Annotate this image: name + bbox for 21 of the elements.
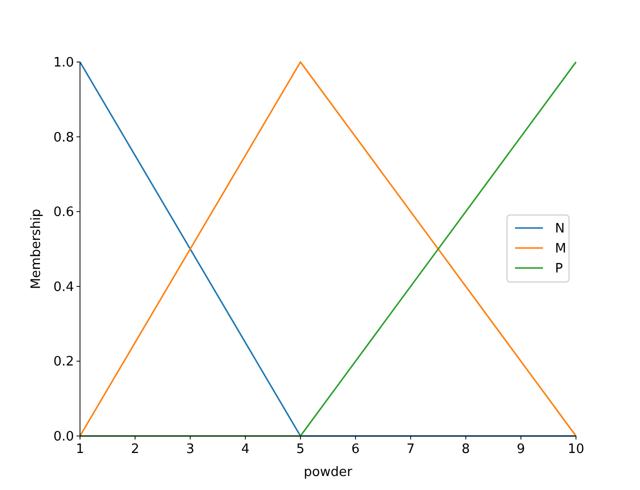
x-tick-label: 3 (186, 442, 194, 457)
x-tick-label: 2 (130, 442, 140, 457)
x-axis-title: powder (304, 465, 353, 480)
legend-label: P (555, 262, 563, 276)
y-tick-label: 1.0 (53, 56, 74, 70)
x-tick-label: 10 (568, 442, 584, 457)
y-tick-label: 0.8 (53, 130, 74, 146)
legend-label: M (555, 242, 566, 256)
y-tick-label: 0.4 (53, 280, 74, 295)
x-tick-label: 8 (462, 442, 470, 457)
x-tick-label: 1 (76, 442, 84, 457)
y-axis-title: Membership (29, 208, 44, 290)
legend-label: N (555, 222, 565, 236)
x-tick-label: 9 (516, 442, 526, 457)
y-tick-label: 0.2 (53, 354, 74, 370)
x-tick-label: 5 (296, 442, 305, 457)
x-tick-label: 4 (241, 442, 250, 457)
y-tick-label: 0.6 (53, 205, 74, 220)
x-tick-label: 7 (406, 442, 415, 457)
y-tick-label: 0.0 (53, 430, 74, 444)
x-tick-label: 6 (351, 442, 360, 457)
